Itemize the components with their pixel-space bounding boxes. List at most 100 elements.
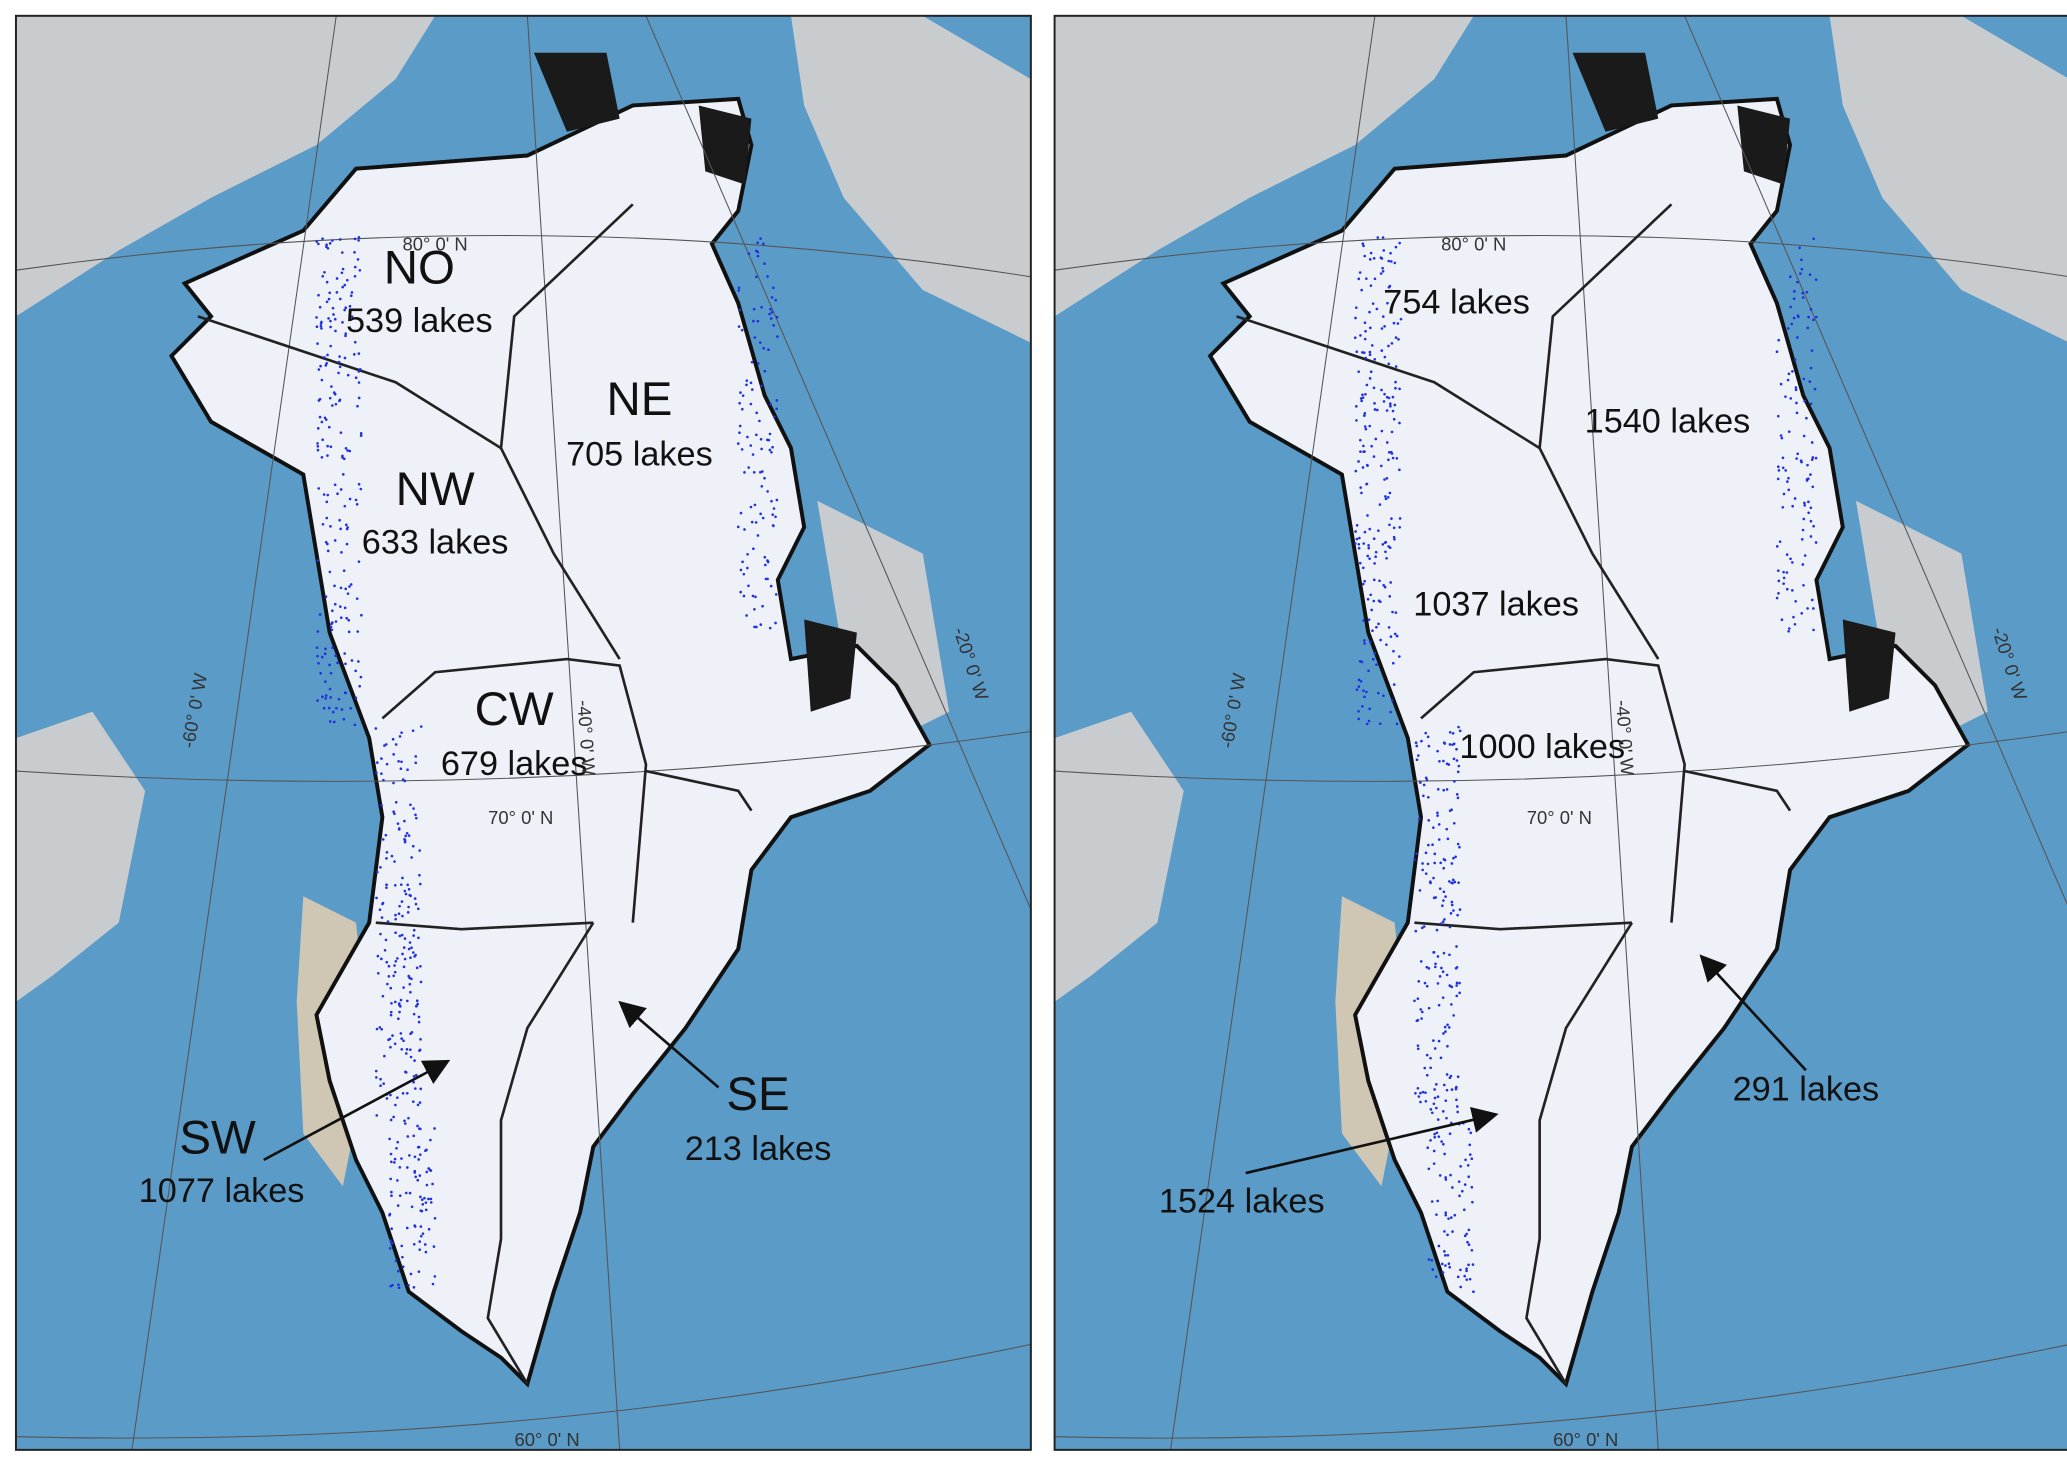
- lake-dot: [756, 241, 759, 245]
- lake-dot: [398, 1010, 401, 1014]
- lake-dot: [408, 1048, 412, 1051]
- lake-dot: [412, 807, 415, 810]
- lake-count: 1524 lakes: [1159, 1183, 1325, 1221]
- lake-dot: [423, 1243, 427, 1246]
- lake-dot: [315, 240, 319, 243]
- lake-dot: [1372, 599, 1376, 603]
- lake-dot: [1801, 528, 1805, 532]
- lake-dot: [769, 584, 773, 588]
- lake-dot: [1393, 261, 1397, 265]
- lake-dot: [1780, 618, 1784, 622]
- lake-dot: [360, 613, 363, 617]
- lake-dot: [344, 662, 347, 666]
- lake-dot: [1383, 392, 1386, 396]
- lake-count: 1540 lakes: [1585, 402, 1751, 440]
- lake-dot: [1362, 244, 1365, 248]
- lake-dot: [1421, 862, 1424, 865]
- lake-dot: [340, 271, 344, 275]
- lake-dot: [317, 368, 321, 371]
- lake-dot: [396, 822, 400, 825]
- lake-dot: [1791, 504, 1794, 508]
- lake-dot: [359, 434, 363, 437]
- lake-dot: [340, 251, 344, 254]
- lake-dot: [415, 1004, 418, 1008]
- lake-dot: [318, 613, 322, 616]
- lake-dot: [1784, 469, 1787, 472]
- lake-dot: [328, 291, 332, 295]
- lake-dot: [756, 534, 760, 537]
- lake-dot: [1810, 458, 1814, 461]
- lake-dot: [344, 306, 348, 310]
- lake-dot: [1394, 245, 1398, 249]
- lake-dot: [1421, 1090, 1425, 1094]
- lake-dot: [393, 1000, 397, 1004]
- lake-dot: [375, 896, 378, 900]
- lake-dot: [334, 620, 338, 623]
- lake-dot: [1382, 583, 1386, 587]
- lake-dot: [754, 595, 757, 599]
- lake-dot: [753, 336, 757, 339]
- lake-dot: [1779, 434, 1783, 437]
- lake-dot: [350, 315, 354, 318]
- lake-dot: [381, 994, 385, 998]
- lake-dot: [1372, 386, 1376, 390]
- lake-dot: [1791, 370, 1794, 373]
- lake-dot: [359, 487, 363, 491]
- lake-dot: [407, 905, 410, 909]
- lake-dot: [1377, 529, 1380, 532]
- lake-dot: [385, 857, 388, 860]
- lake-dot: [1441, 920, 1445, 924]
- lake-dot: [1386, 301, 1389, 305]
- lake-dot: [753, 503, 757, 507]
- lake-dot: [1424, 872, 1428, 876]
- lake-dot: [1362, 619, 1365, 622]
- lake-dot: [1368, 707, 1372, 711]
- lake-dot: [752, 307, 756, 311]
- lake-dot: [1434, 962, 1437, 966]
- lake-dot: [349, 706, 353, 710]
- lake-dot: [354, 696, 358, 700]
- lake-dot: [356, 258, 360, 261]
- lake-dot: [1448, 1132, 1452, 1136]
- lake-dot: [1791, 589, 1794, 592]
- lake-dot: [380, 772, 383, 775]
- lake-dot: [1370, 444, 1373, 448]
- region-name: NO: [384, 241, 455, 294]
- lake-dot: [1465, 1232, 1468, 1236]
- lake-dot: [338, 365, 342, 369]
- lake-dot: [334, 329, 337, 333]
- lake-dot: [1455, 981, 1459, 985]
- lake-dot: [756, 319, 760, 323]
- lake-dot: [1372, 257, 1376, 260]
- lake-dot: [752, 471, 756, 474]
- lake-dot: [1456, 1075, 1460, 1079]
- lake-dot: [1441, 904, 1444, 908]
- lake-dot: [390, 1227, 394, 1231]
- lake-dot: [1793, 290, 1796, 293]
- lake-dot: [737, 325, 741, 328]
- lake-dot: [1436, 982, 1440, 985]
- lake-dot: [354, 376, 358, 380]
- lake-dot: [414, 761, 418, 765]
- lake-dot: [1793, 622, 1797, 626]
- lake-dot: [1387, 344, 1390, 348]
- lake-dot: [337, 360, 341, 364]
- lake-dot: [1390, 342, 1394, 345]
- lake-dot: [1459, 1268, 1462, 1272]
- lake-dot: [747, 466, 751, 469]
- lake-dot: [760, 485, 764, 488]
- lake-dot: [1780, 436, 1784, 440]
- lake-dot: [393, 1042, 397, 1046]
- lake-dot: [1354, 316, 1357, 320]
- lake-dot: [750, 388, 754, 391]
- lake-dot: [374, 1069, 378, 1073]
- lake-dot: [1443, 1230, 1446, 1233]
- lake-dot: [433, 1216, 437, 1220]
- lake-dot: [329, 696, 333, 699]
- lake-dot: [357, 235, 361, 239]
- lake-dot: [752, 319, 755, 323]
- lake-dot: [1452, 909, 1455, 912]
- lake-dot: [1427, 744, 1431, 748]
- lake-dot: [344, 446, 348, 450]
- lake-dot: [1426, 1146, 1430, 1150]
